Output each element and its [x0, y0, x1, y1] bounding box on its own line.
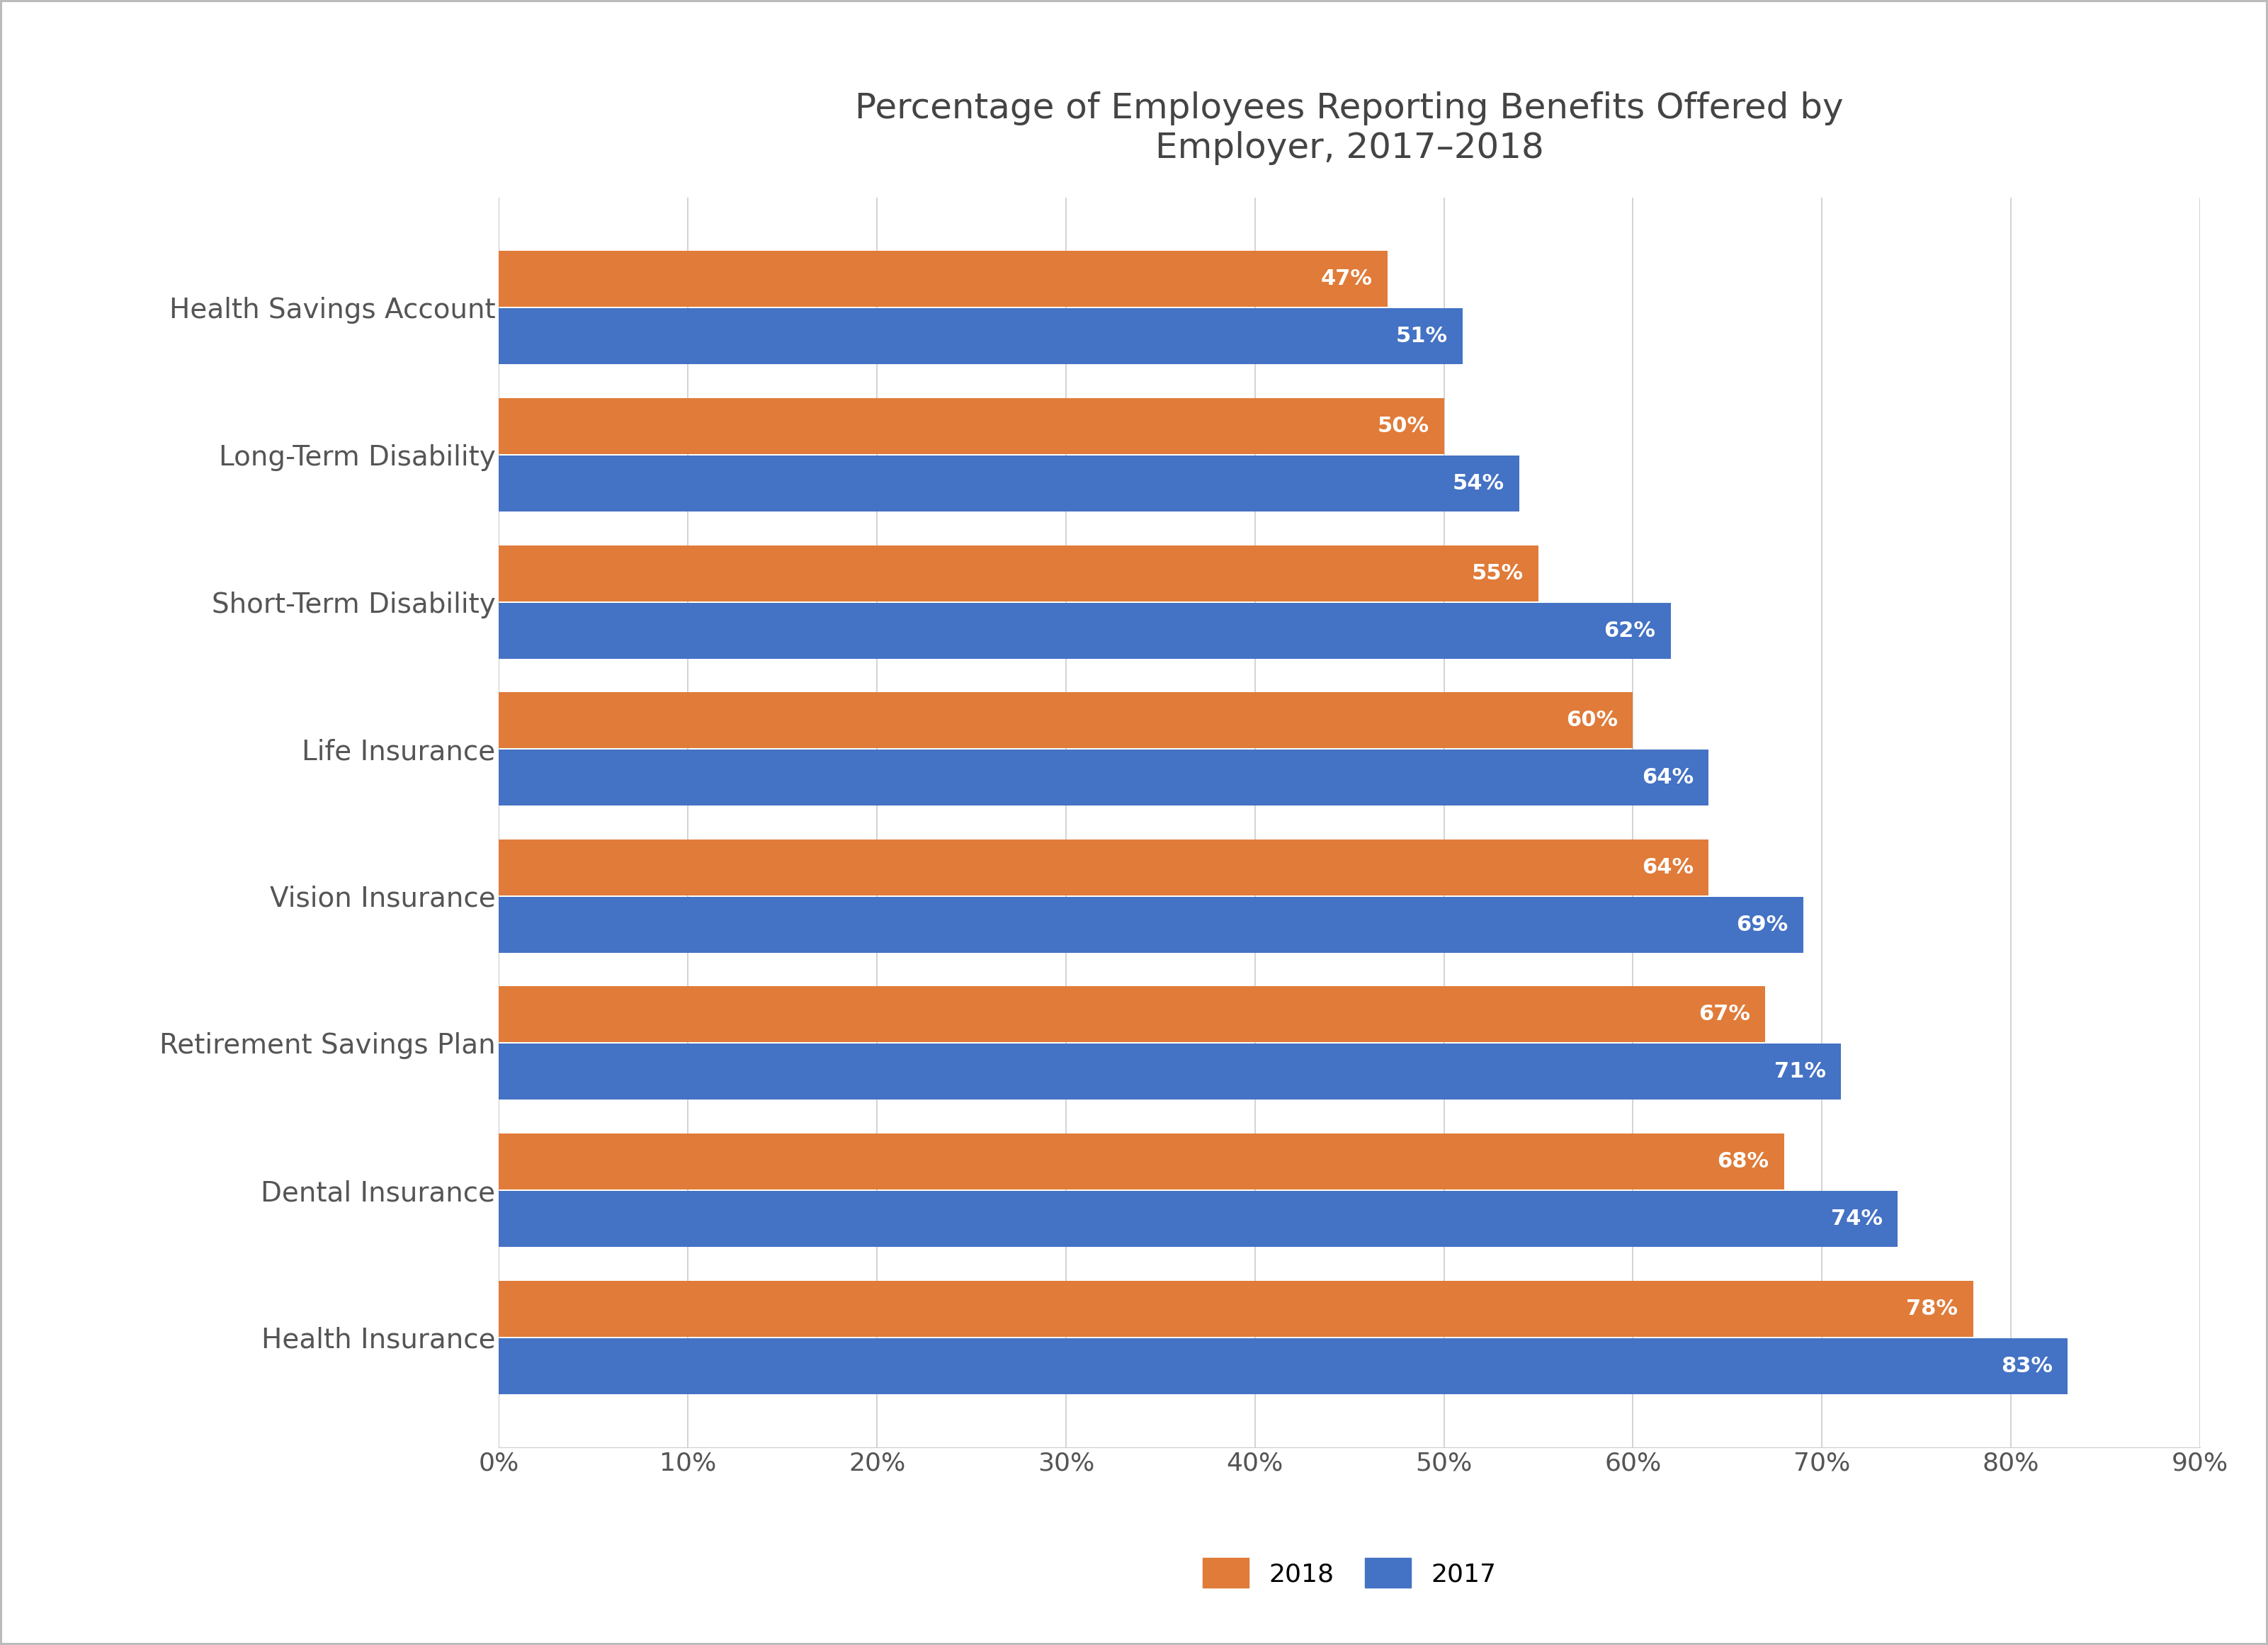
Bar	[499, 839, 1708, 895]
Text: 64%: 64%	[1642, 857, 1694, 878]
Bar	[499, 602, 1672, 658]
Text: 60%: 60%	[1565, 711, 1617, 730]
Bar	[499, 750, 1708, 806]
Text: 50%: 50%	[1377, 416, 1429, 436]
Text: 71%: 71%	[1774, 1061, 1826, 1082]
Text: 62%: 62%	[1603, 620, 1656, 642]
Text: 69%: 69%	[1735, 915, 1787, 934]
Bar	[499, 693, 1633, 748]
Bar	[499, 456, 1520, 512]
Bar	[499, 398, 1445, 454]
Bar	[499, 987, 1765, 1043]
Bar	[499, 1133, 1785, 1189]
Text: 64%: 64%	[1642, 767, 1694, 788]
Bar	[499, 1281, 1973, 1336]
Bar	[499, 897, 1803, 952]
Bar	[499, 544, 1538, 600]
Bar	[499, 1337, 2068, 1393]
Title: Percentage of Employees Reporting Benefits Offered by
Employer, 2017–2018: Percentage of Employees Reporting Benefi…	[855, 92, 1844, 164]
Text: 67%: 67%	[1699, 1003, 1751, 1025]
Text: 51%: 51%	[1395, 326, 1447, 347]
Bar	[499, 252, 1388, 308]
Text: 55%: 55%	[1472, 563, 1524, 584]
Text: 54%: 54%	[1452, 474, 1504, 494]
Text: 83%: 83%	[2000, 1355, 2053, 1377]
Bar	[499, 309, 1463, 364]
Text: 47%: 47%	[1320, 268, 1372, 290]
Text: 68%: 68%	[1717, 1151, 1769, 1171]
Bar	[499, 1191, 1898, 1247]
Bar	[499, 1045, 1842, 1101]
Text: 78%: 78%	[1907, 1298, 1957, 1319]
Legend: 2018, 2017: 2018, 2017	[1193, 1548, 1506, 1597]
Text: 74%: 74%	[1830, 1209, 1882, 1229]
